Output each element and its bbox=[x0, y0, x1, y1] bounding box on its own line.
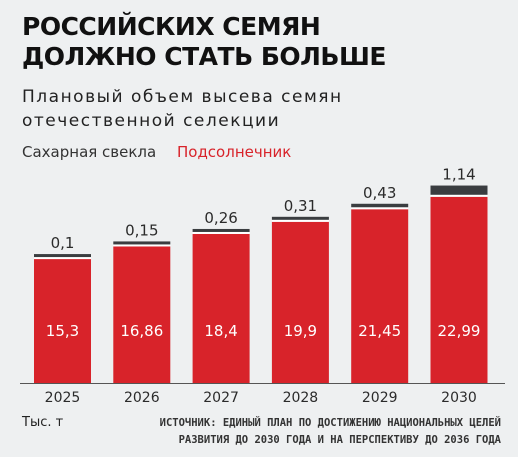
legend: Сахарная свекла Подсолнечник bbox=[22, 142, 307, 162]
data-label-sunflower-2027: 18,4 bbox=[204, 322, 237, 340]
chart-subtitle: Плановый объем высева семян отечественно… bbox=[22, 85, 502, 133]
bar-sunflower-2027 bbox=[192, 233, 250, 383]
bar-separator-2026 bbox=[113, 244, 171, 247]
bar-sugar-beet-2026 bbox=[113, 241, 171, 245]
x-tick-label-2029: 2029 bbox=[362, 390, 398, 406]
data-label-sunflower-2029: 21,45 bbox=[358, 322, 401, 340]
bar-sugar-beet-2028 bbox=[271, 216, 329, 220]
bar-sugar-beet-2027 bbox=[192, 228, 250, 232]
bar-sunflower-2026 bbox=[113, 246, 171, 383]
x-tick-label-2026: 2026 bbox=[124, 390, 160, 406]
legend-item-sugar-beet: Сахарная свекла bbox=[22, 143, 157, 161]
data-label-sugar-beet-2027: 0,26 bbox=[204, 209, 237, 227]
bar-separator-2027 bbox=[192, 231, 250, 234]
bar-sunflower-2029 bbox=[351, 209, 409, 383]
data-label-sunflower-2026: 16,86 bbox=[120, 322, 163, 340]
x-tick-label-2027: 2027 bbox=[203, 390, 239, 406]
chart-title-line-2: ДОЛЖНО СТАТЬ БОЛЬШЕ bbox=[22, 42, 386, 71]
x-tick-label-2030: 2030 bbox=[441, 390, 477, 406]
data-label-sugar-beet-2029: 0,43 bbox=[363, 184, 396, 202]
bar-separator-2025 bbox=[34, 257, 91, 260]
bar-sunflower-2028 bbox=[271, 221, 329, 383]
bar-sugar-beet-2025 bbox=[34, 254, 91, 258]
chart-subtitle-line-1: Плановый объем высева семян bbox=[22, 87, 343, 107]
chart-subtitle-line-2: отечественной селекции bbox=[22, 111, 281, 131]
bar-sunflower-2030 bbox=[430, 196, 488, 383]
data-label-sunflower-2030: 22,99 bbox=[438, 322, 481, 340]
chart-title: РОССИЙСКИХ СЕМЯН ДОЛЖНО СТАТЬ БОЛЬШЕ bbox=[22, 12, 502, 72]
bar-separator-2029 bbox=[351, 207, 409, 210]
data-label-sugar-beet-2028: 0,31 bbox=[284, 197, 317, 215]
unit-label: Тыс. т bbox=[22, 415, 64, 430]
bar-sugar-beet-2029 bbox=[351, 203, 409, 208]
source-note-line-2: РАЗВИТИЯ ДО 2030 ГОДА И НА ПЕРСПЕКТИВУ Д… bbox=[178, 434, 501, 446]
data-label-sugar-beet-2026: 0,15 bbox=[125, 221, 158, 239]
legend-item-sunflower: Подсолнечник bbox=[176, 143, 292, 161]
bar-separator-2030 bbox=[430, 194, 488, 197]
data-label-sunflower-2028: 19,9 bbox=[284, 322, 317, 340]
x-tick-label-2028: 2028 bbox=[283, 390, 319, 406]
bar-sugar-beet-2030 bbox=[430, 185, 488, 195]
bar-sunflower-2025 bbox=[34, 259, 91, 383]
chart-title-line-1: РОССИЙСКИХ СЕМЯН bbox=[22, 12, 321, 41]
bar-separator-2028 bbox=[271, 219, 329, 222]
x-tick-label-2025: 2025 bbox=[45, 390, 81, 406]
data-label-sugar-beet-2030: 1,14 bbox=[442, 166, 475, 184]
source-note-line-1: ИСТОЧНИК: ЕДИНЫЙ ПЛАН ПО ДОСТИЖЕНИЮ НАЦИ… bbox=[159, 417, 501, 429]
data-label-sunflower-2025: 15,3 bbox=[46, 322, 79, 340]
source-note: ИСТОЧНИК: ЕДИНЫЙ ПЛАН ПО ДОСТИЖЕНИЮ НАЦИ… bbox=[81, 415, 501, 449]
data-label-sugar-beet-2025: 0,1 bbox=[51, 234, 75, 252]
